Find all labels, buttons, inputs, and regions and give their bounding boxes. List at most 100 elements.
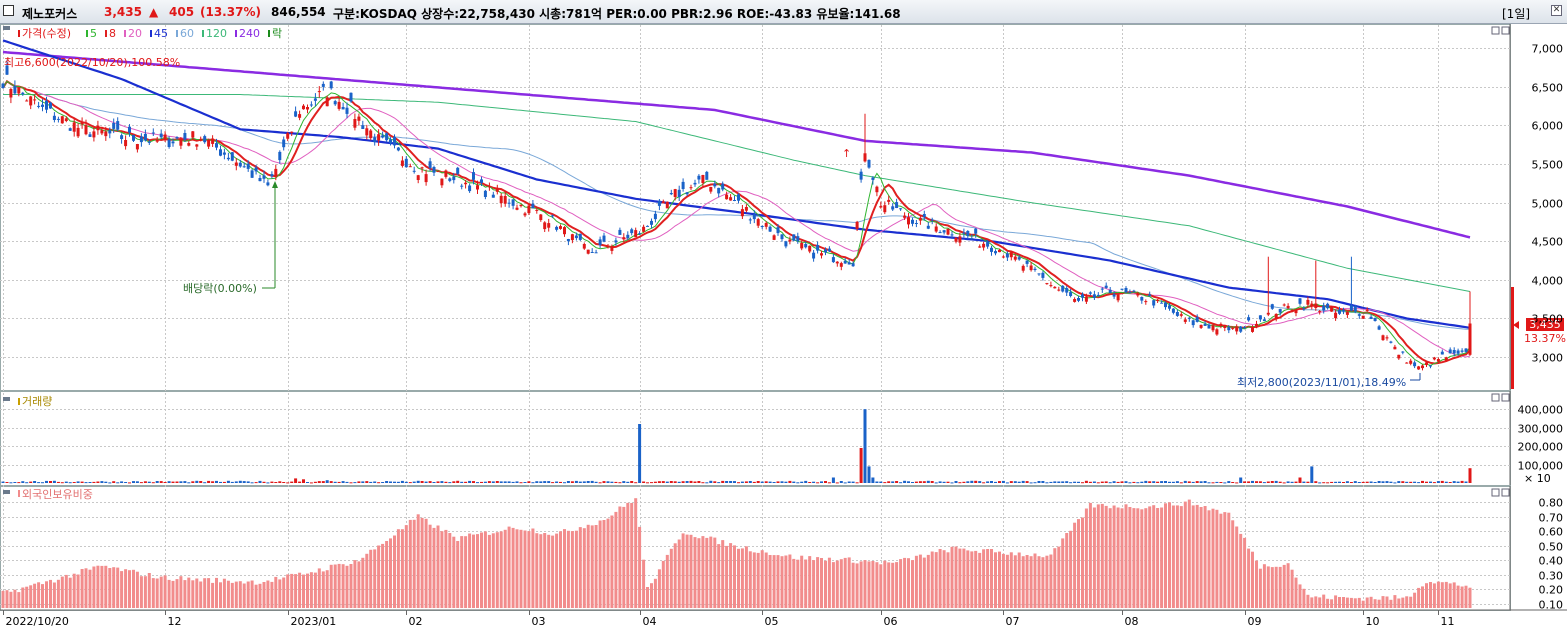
volume-bar bbox=[566, 481, 570, 483]
foreign-bar bbox=[132, 569, 135, 608]
candle-body bbox=[1385, 337, 1389, 339]
candle-body bbox=[519, 204, 523, 207]
volume-bar bbox=[689, 480, 693, 483]
volume-bar bbox=[907, 481, 910, 483]
select-checkbox[interactable] bbox=[3, 5, 14, 16]
foreign-bar bbox=[1108, 508, 1112, 608]
volume-bar bbox=[1286, 481, 1290, 483]
foreign-bar bbox=[266, 580, 270, 608]
candle-body bbox=[1053, 286, 1057, 289]
foreign-bar bbox=[566, 530, 570, 608]
volume-bar bbox=[187, 482, 191, 484]
candle-body bbox=[764, 223, 768, 227]
foreign-bar bbox=[535, 533, 539, 608]
volume-bar bbox=[824, 481, 827, 483]
foreign-bar bbox=[895, 562, 899, 608]
candle-body bbox=[1049, 285, 1053, 287]
foreign-bar bbox=[460, 536, 464, 608]
foreign-bar bbox=[946, 552, 950, 608]
volume-bar bbox=[1247, 481, 1251, 483]
candle-body bbox=[258, 178, 262, 182]
foreign-bar bbox=[855, 563, 859, 608]
candle-body bbox=[203, 136, 207, 143]
volume-bar bbox=[64, 481, 68, 483]
volume-bar bbox=[768, 481, 772, 483]
candle-body bbox=[325, 97, 329, 107]
volume-bar bbox=[1429, 481, 1432, 483]
volume-bar bbox=[578, 481, 582, 483]
candle-body bbox=[551, 215, 555, 217]
foreign-bar bbox=[1132, 508, 1136, 608]
candle-body bbox=[800, 243, 804, 249]
volume-bar bbox=[329, 481, 333, 483]
volume-bar bbox=[1373, 482, 1377, 483]
high-annotation: 최고6,600(2022/10/20),100.58% bbox=[4, 56, 180, 69]
ma45-line bbox=[2, 39, 1471, 329]
foreign-bar bbox=[1377, 599, 1381, 608]
period-selector[interactable]: [1일] bbox=[1502, 7, 1531, 21]
candle-body bbox=[282, 139, 286, 148]
candle-body bbox=[120, 135, 124, 139]
candle-body bbox=[373, 137, 377, 143]
volume-bar bbox=[333, 481, 337, 483]
volume-bar bbox=[432, 482, 436, 483]
dividend-arrow-icon bbox=[272, 181, 278, 188]
foreign-bar bbox=[760, 550, 764, 608]
foreign-bar bbox=[523, 530, 527, 608]
volume-bar bbox=[547, 481, 551, 483]
foreign-bar bbox=[1342, 597, 1345, 608]
ma-legend-label: 5 bbox=[90, 27, 97, 40]
foreign-bar bbox=[1096, 504, 1100, 608]
close-icon[interactable]: ✕ bbox=[1551, 5, 1562, 16]
axis-labels: 2022/10/20 12 2023/01 02 03 04 05 06 07 08 09 10 11 7… bbox=[6, 43, 1564, 629]
ma-legend-swatch bbox=[124, 30, 126, 37]
foreign-bar bbox=[183, 580, 187, 608]
volume-bar bbox=[294, 478, 298, 483]
volume-bar bbox=[1274, 480, 1278, 483]
foreign-bar bbox=[1009, 552, 1013, 608]
candle-body bbox=[895, 202, 899, 208]
foreign-bar bbox=[88, 569, 92, 608]
volume-bar bbox=[258, 480, 262, 483]
volume-bar bbox=[930, 481, 934, 483]
candle-body bbox=[385, 133, 389, 141]
foreign-bar bbox=[29, 585, 33, 608]
volume-bar bbox=[341, 481, 345, 483]
candle-body bbox=[1456, 350, 1460, 354]
candle-body bbox=[808, 245, 812, 252]
volume-bar bbox=[290, 481, 294, 483]
volume-bar bbox=[207, 480, 211, 483]
volume-bar bbox=[1413, 481, 1417, 483]
volume-bar bbox=[238, 480, 242, 483]
volume-bar bbox=[37, 482, 41, 484]
candle-body bbox=[167, 139, 171, 147]
volume-bar bbox=[412, 481, 416, 483]
volume-bar bbox=[1377, 481, 1381, 483]
current-price-pointer-icon bbox=[1513, 321, 1519, 329]
foreign-bar bbox=[752, 552, 756, 608]
volume-bar bbox=[503, 481, 507, 483]
foreign-bar bbox=[907, 558, 910, 608]
candle-body bbox=[1077, 298, 1080, 301]
volume-bar bbox=[986, 481, 990, 483]
foreign-bar bbox=[1334, 595, 1338, 608]
foreign-bar bbox=[863, 560, 867, 608]
foreign-bar bbox=[230, 582, 234, 608]
foreign-bar bbox=[1199, 507, 1203, 608]
foreign-bar bbox=[626, 502, 630, 608]
candle-body bbox=[926, 225, 930, 229]
candle-body bbox=[1136, 293, 1140, 296]
volume-bar bbox=[120, 481, 124, 483]
foreign-tick-label: 0.10 bbox=[1539, 599, 1564, 612]
foreign-bar bbox=[938, 549, 942, 608]
candle-body bbox=[776, 227, 780, 234]
foreign-bar bbox=[646, 587, 649, 608]
foreign-bar bbox=[1025, 555, 1029, 608]
volume-bar bbox=[1258, 481, 1262, 483]
candle-body bbox=[1235, 326, 1239, 332]
volume-bar bbox=[737, 482, 740, 484]
volume-bar bbox=[1251, 480, 1254, 483]
volume-bar bbox=[816, 482, 820, 484]
foreign-bar bbox=[476, 534, 479, 608]
volume-bar bbox=[135, 481, 139, 483]
